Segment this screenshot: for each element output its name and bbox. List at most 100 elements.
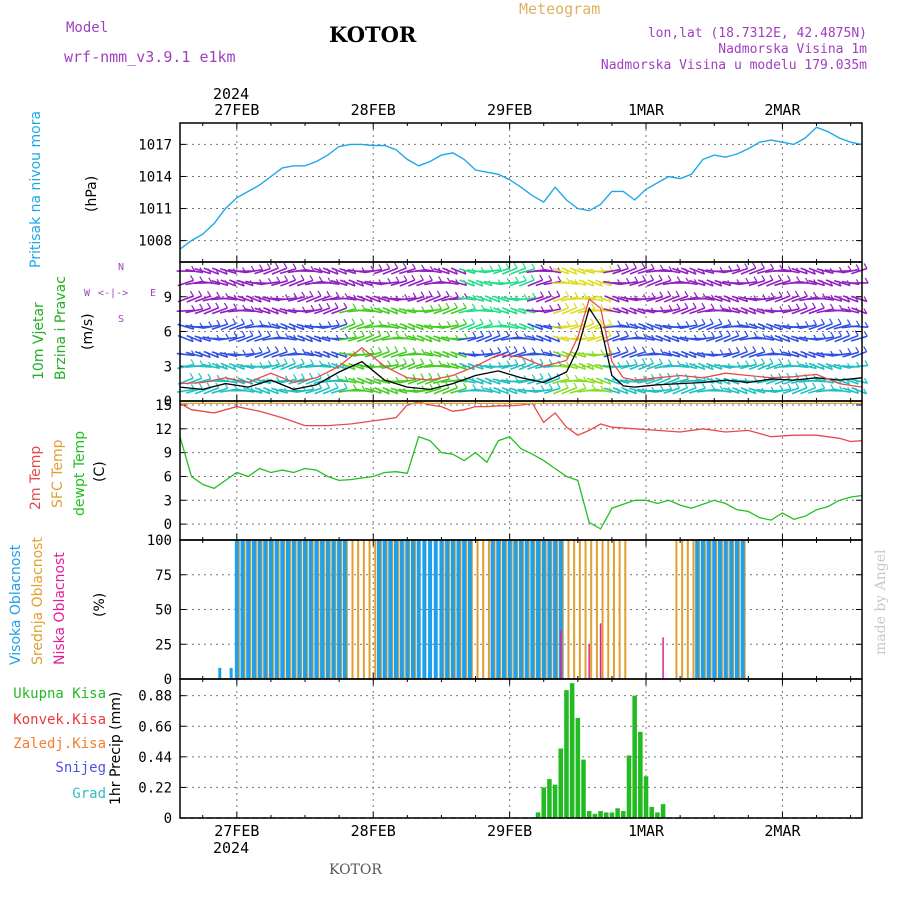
wind-barb: [842, 334, 859, 343]
wind-barb: [706, 323, 723, 331]
wind-barb: [773, 352, 792, 357]
wind-barb: [450, 362, 467, 370]
wind-gust-line: [179, 297, 863, 388]
wind-barb-feather: [266, 330, 271, 337]
wind-barb: [236, 352, 255, 357]
legend-hail: Grad: [72, 786, 106, 802]
wind-barb: [680, 307, 697, 315]
wind-barb: [654, 309, 673, 313]
wind-barb: [850, 335, 868, 342]
wind-barb-feather: [208, 321, 213, 327]
wind-barbs-layer: [176, 262, 869, 395]
wind-barb: [203, 267, 220, 275]
wind-barb: [723, 334, 740, 343]
wind-barb-feather: [497, 320, 502, 326]
wind-barb: [816, 268, 834, 275]
wind-barb: [185, 308, 203, 314]
wind-barb: [561, 307, 578, 315]
wind-barb-feather: [488, 330, 493, 336]
wind-barb-feather: [684, 302, 689, 309]
wind-barb-feather: [718, 330, 723, 337]
wind-barb: [834, 295, 850, 303]
wind-barb-feather: [660, 348, 665, 355]
wind-barb: [655, 295, 671, 303]
wind-barb-feather: [215, 302, 220, 309]
wind-barb-feather: [309, 359, 314, 365]
wind-barb: [637, 297, 655, 301]
wind-barb: [834, 334, 850, 343]
wind-barb: [237, 279, 254, 287]
wind-barb-feather: [718, 318, 723, 325]
wind-barb: [569, 362, 586, 370]
wind-barb-feather: [540, 385, 545, 391]
wind-barb: [321, 324, 340, 330]
wind-barb-feather: [847, 347, 852, 354]
wind-barb-feather: [250, 348, 255, 354]
wind-barb: [271, 307, 288, 315]
wind-barb-feather: [608, 319, 613, 325]
wind-barb-feather: [634, 331, 639, 338]
wind-barb: [654, 323, 672, 330]
wind-barb-feather: [249, 319, 255, 325]
wind-barb-feather: [710, 331, 715, 338]
wind-barb: [364, 308, 382, 314]
wind-barb-feather: [667, 372, 672, 379]
wind-barb: [407, 335, 425, 342]
wind-barb: [782, 308, 800, 314]
pressure-panel-frame: [179, 122, 863, 263]
y-tick-label: 75: [155, 568, 172, 584]
wind-barb: [475, 388, 493, 394]
wind-barb-feather: [301, 264, 306, 271]
precip-bar: [586, 811, 592, 818]
precip-bar: [547, 779, 552, 818]
wind-barb: [220, 322, 237, 331]
wind-barb: [621, 387, 637, 395]
wind-barb: [365, 295, 381, 303]
wind-barb-feather: [820, 302, 825, 309]
wind-barb: [817, 279, 833, 287]
wind-barb-feather: [419, 274, 424, 281]
wind-barb-feather: [760, 262, 765, 269]
wind-barb: [219, 307, 237, 314]
wind-barb-feather: [574, 319, 579, 326]
wind-barb: [552, 267, 569, 275]
wind-barb-feather: [863, 308, 868, 314]
wind-barb-feather: [693, 319, 698, 326]
wind-barb: [398, 378, 417, 384]
wind-barb: [493, 386, 509, 395]
wind-barb-feather: [428, 372, 433, 379]
precipitation-panel-frame: [179, 678, 863, 819]
wind-barb: [569, 279, 587, 287]
wind-barb-feather: [292, 263, 297, 270]
wind-barb: [527, 279, 543, 287]
wind-barb: [442, 267, 458, 275]
wind-barb: [279, 297, 297, 301]
wind-barb-feather: [864, 321, 869, 328]
wind-barb: [672, 307, 689, 315]
wind-barb: [569, 387, 587, 394]
wind-barb: [365, 334, 382, 343]
wind-barb: [441, 280, 459, 286]
wind-barb-feather: [828, 318, 834, 324]
wind-barb-feather: [377, 346, 382, 353]
y-tick-label: 15: [155, 398, 172, 414]
wind-barb: [654, 279, 672, 287]
wind-barb: [595, 295, 612, 303]
legend-snow: Snijeg: [55, 760, 106, 776]
wind-barb: [355, 309, 374, 313]
wind-barb-feather: [684, 290, 689, 297]
wind-barb-feather: [523, 333, 528, 339]
wind-barb-feather: [803, 382, 808, 389]
wind-barb-feather: [651, 347, 656, 354]
wind-barb: [535, 323, 553, 330]
wind-barb: [552, 295, 569, 303]
wind-barb-feather: [206, 382, 211, 389]
wind-barb: [254, 295, 271, 303]
wind-barb-feather: [745, 360, 750, 366]
wind-barb-feather: [368, 330, 373, 336]
wind-barb: [603, 351, 621, 358]
wind-barb-feather: [454, 291, 459, 298]
wind-barb: [628, 379, 647, 383]
wind-barb: [262, 324, 280, 330]
wind-barb-feather: [659, 291, 664, 298]
